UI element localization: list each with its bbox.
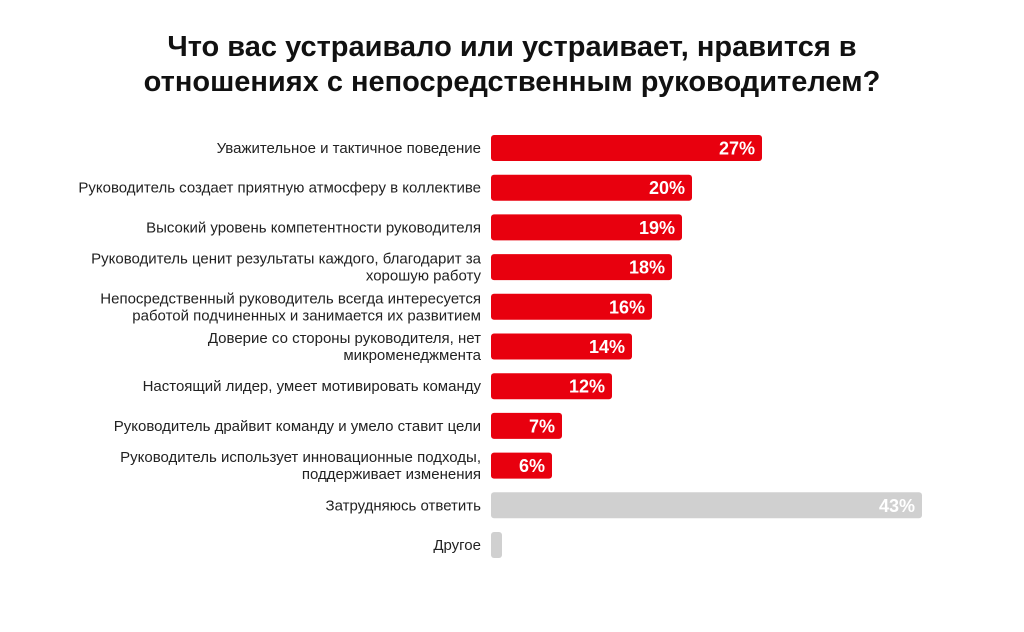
category-label-6-line-2: микроменеджмента	[343, 347, 481, 364]
value-label-7: 12%	[569, 377, 605, 397]
value-label-8: 7%	[529, 416, 555, 436]
chart-title-line-1: Что вас устраивало или устраивает, нрави…	[167, 31, 857, 63]
value-label-9: 6%	[519, 456, 545, 476]
category-label-8-line-1: Руководитель драйвит команду и умело ста…	[114, 418, 481, 435]
category-label-5-line-2: работой подчиненных и занимается их разв…	[132, 307, 481, 324]
category-label-7: Настоящий лидер, умеет мотивировать кома…	[143, 378, 482, 395]
category-label-4-line-2: хорошую работу	[366, 268, 482, 285]
category-label-8: Руководитель драйвит команду и умело ста…	[114, 418, 481, 435]
value-label-6: 14%	[589, 337, 625, 357]
category-label-6: Доверие со стороны руководителя, нет микр…	[208, 330, 482, 364]
category-label-10-line-1: Затрудняюсь ответить	[326, 497, 482, 514]
value-label-3: 19%	[639, 218, 675, 238]
category-label-1: Уважительное и тактичное поведение	[217, 140, 481, 157]
category-label-10: Затрудняюсь ответить	[326, 497, 482, 514]
category-label-7-line-1: Настоящий лидер, умеет мотивировать кома…	[143, 378, 482, 395]
bar-10	[491, 492, 922, 519]
bar-7	[491, 373, 612, 400]
category-label-3-line-1: Высокий уровень компетентности руководит…	[146, 219, 481, 236]
bar-11	[491, 532, 502, 558]
bar-8	[491, 412, 562, 439]
category-label-9: Руководитель использует инновационные по…	[120, 449, 481, 483]
category-label-3: Высокий уровень компетентности руководит…	[146, 219, 481, 236]
value-label-2: 20%	[649, 178, 685, 198]
bar-3	[491, 214, 682, 241]
bar-5	[491, 293, 652, 320]
category-label-4-line-1: Руководитель ценит результаты каждого, б…	[91, 251, 482, 268]
category-label-5: Непосредственный руководитель всегда инт…	[100, 290, 481, 324]
category-label-4: Руководитель ценит результаты каждого, б…	[91, 251, 482, 285]
category-label-9-line-1: Руководитель использует инновационные по…	[120, 449, 481, 466]
category-label-11-line-1: Другое	[433, 537, 481, 554]
bar-6	[491, 333, 632, 360]
category-label-6-line-1: Доверие со стороны руководителя, нет	[208, 330, 481, 347]
bar-4	[491, 254, 672, 281]
bar-2	[491, 174, 692, 201]
bar-9	[491, 452, 552, 479]
category-label-11: Другое	[433, 537, 481, 554]
chart-title: Что вас устраивало или устраивает, нрави…	[0, 30, 1024, 100]
category-label-1-line-1: Уважительное и тактичное поведение	[217, 140, 481, 157]
value-label-4: 18%	[629, 258, 665, 278]
category-label-5-line-1: Непосредственный руководитель всегда инт…	[100, 290, 481, 307]
category-label-9-line-2: поддерживает изменения	[302, 466, 481, 483]
category-label-2-line-1: Руководитель создает приятную атмосферу …	[78, 180, 481, 197]
bar-1	[491, 135, 762, 161]
category-label-2: Руководитель создает приятную атмосферу …	[78, 180, 481, 197]
chart-title-line-2: отношениях с непосредственным руководите…	[143, 66, 881, 98]
value-label-5: 16%	[609, 297, 645, 317]
value-label-10: 43%	[879, 496, 915, 516]
value-label-1: 27%	[719, 139, 755, 159]
